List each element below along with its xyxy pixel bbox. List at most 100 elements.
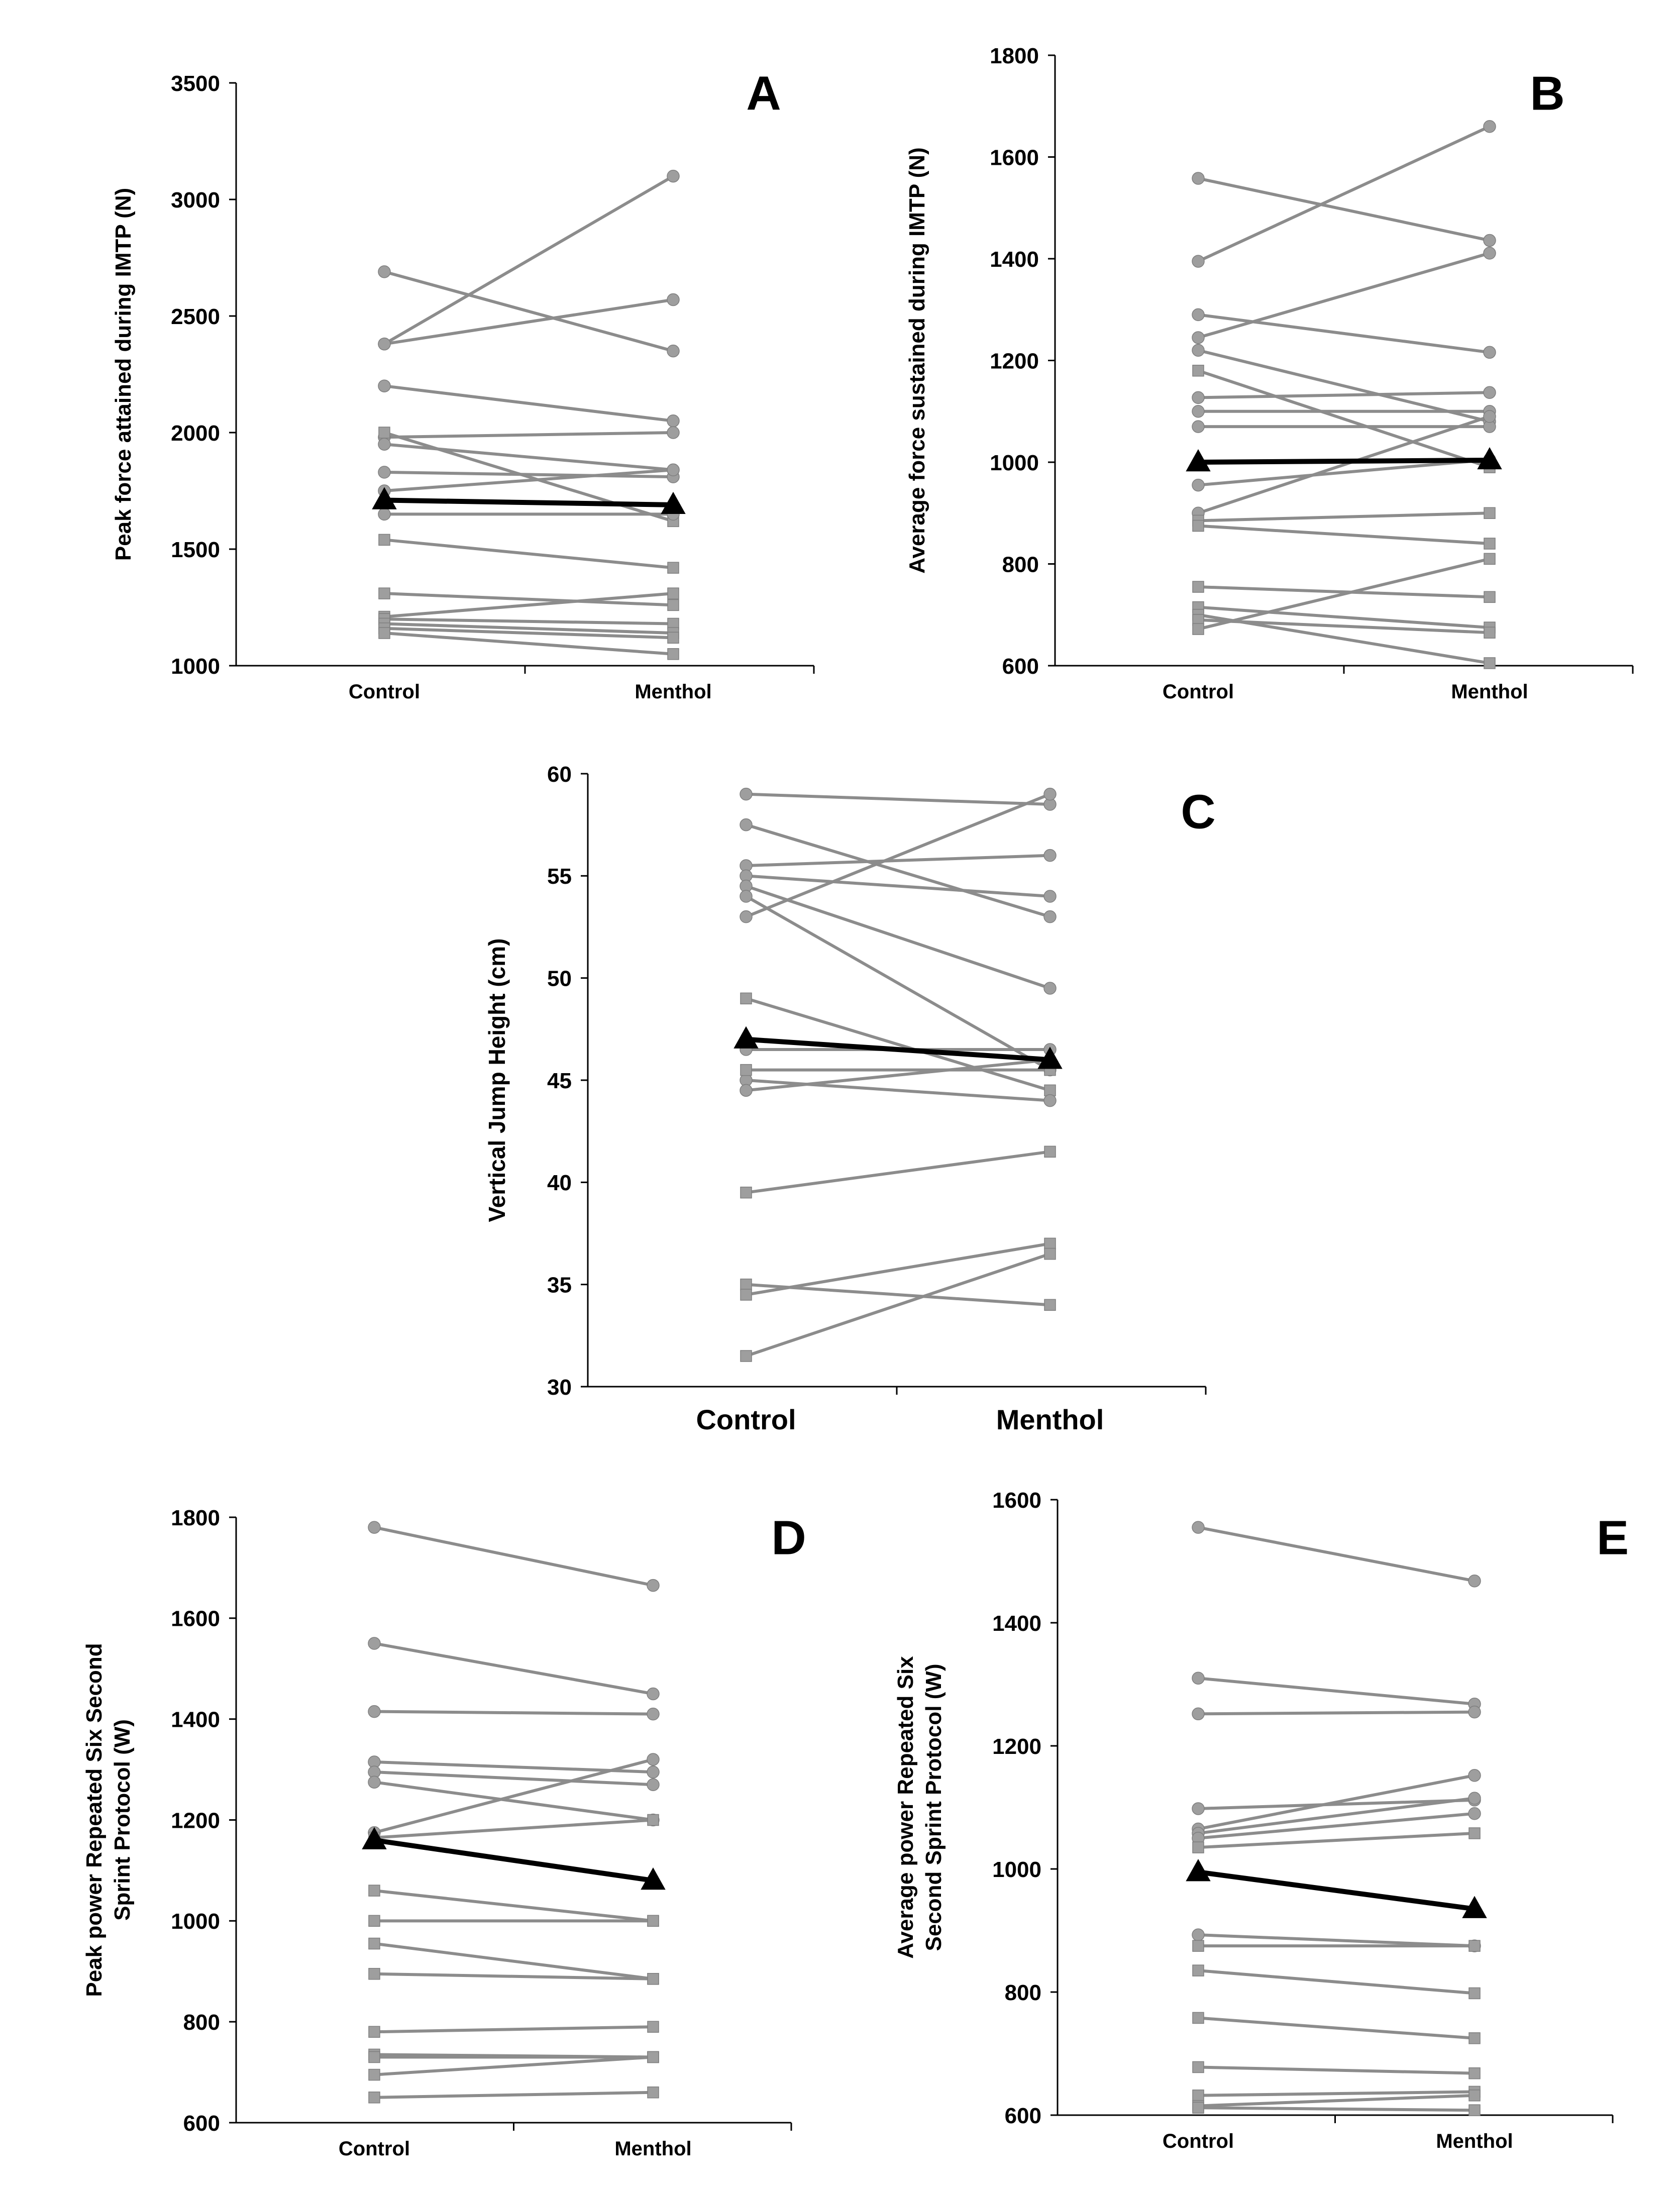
y-axis-title-c: Vertical Jump Height (cm) xyxy=(484,938,510,1222)
data-point-d xyxy=(368,1885,380,1897)
data-point-e xyxy=(1468,2104,1481,2116)
data-point-c xyxy=(1043,890,1057,903)
subject-line-c xyxy=(745,792,1051,918)
x-category-label-c: Control xyxy=(696,1404,796,1435)
data-point-b xyxy=(1192,623,1204,635)
subject-line-e xyxy=(1198,2065,1475,2075)
data-point-b xyxy=(1192,519,1204,532)
data-point-e xyxy=(1468,2032,1481,2044)
subject-line-d xyxy=(374,2025,654,2034)
subject-line-e xyxy=(1198,1710,1475,1716)
x-category-label-d: Menthol xyxy=(614,2138,691,2160)
subject-line-d xyxy=(374,1642,654,1696)
data-point-b xyxy=(1192,172,1205,185)
subject-line-a xyxy=(384,468,674,492)
subject-line-d xyxy=(374,1942,654,1980)
subject-line-a xyxy=(384,632,674,656)
data-point-e xyxy=(1468,1792,1481,1805)
data-point-a xyxy=(667,169,680,183)
data-point-b xyxy=(1483,346,1496,359)
y-tick-label-c: 55 xyxy=(547,864,572,889)
data-point-d xyxy=(647,1915,659,1927)
subject-line-b xyxy=(1198,251,1490,339)
subject-line-b xyxy=(1197,125,1491,263)
y-tick-label-b: 600 xyxy=(1002,654,1039,679)
x-category-label-b: Control xyxy=(1163,681,1234,703)
subject-line-c xyxy=(746,792,1051,806)
data-point-e xyxy=(1192,1672,1205,1685)
y-tick-label-a: 3000 xyxy=(171,188,220,213)
data-point-c xyxy=(1044,1145,1056,1158)
data-point-b xyxy=(1483,234,1496,247)
subject-line-a xyxy=(384,622,674,635)
y-tick-label-d: 600 xyxy=(183,2111,220,2136)
data-point-d xyxy=(368,2092,380,2104)
y-tick-label-b: 1200 xyxy=(990,349,1039,373)
y-tick-label-b: 1600 xyxy=(990,145,1039,170)
y-tick-label-c: 40 xyxy=(547,1171,572,1195)
data-point-a xyxy=(378,438,391,451)
data-point-b xyxy=(1192,344,1205,357)
panel-letter-d: D xyxy=(771,1511,806,1565)
subject-line-b xyxy=(1198,511,1490,523)
subject-line-c xyxy=(746,1150,1051,1194)
mean-line-c xyxy=(746,1036,1051,1063)
data-point-d xyxy=(647,1765,660,1779)
y-tick-label-d: 800 xyxy=(183,2010,220,2035)
y-tick-label-d: 1200 xyxy=(171,1808,220,1833)
data-point-d xyxy=(368,2026,380,2038)
subject-line-a xyxy=(384,627,674,640)
y-tick-label-e: 1000 xyxy=(992,1857,1041,1882)
y-tick-label-c: 30 xyxy=(547,1375,572,1400)
mean-line-b xyxy=(1198,457,1490,465)
data-point-d xyxy=(368,1705,381,1718)
data-point-c xyxy=(740,787,753,801)
x-category-label-d: Control xyxy=(339,2138,410,2160)
subject-line-d xyxy=(374,1758,654,1834)
y-tick-label-b: 800 xyxy=(1002,552,1039,577)
data-point-b xyxy=(1192,420,1205,433)
data-point-a xyxy=(378,534,390,546)
subject-line-c xyxy=(745,895,1051,1072)
y-tick-label-c: 45 xyxy=(547,1069,572,1093)
subject-line-b xyxy=(1198,458,1490,487)
data-point-d xyxy=(647,1973,659,1985)
y-tick-label-b: 1000 xyxy=(990,451,1039,475)
data-point-b xyxy=(1484,507,1496,519)
data-point-b xyxy=(1192,365,1204,377)
data-point-c xyxy=(740,910,753,923)
subject-line-c xyxy=(746,854,1051,867)
data-point-a xyxy=(667,599,679,611)
data-point-b xyxy=(1483,410,1496,423)
subject-line-a xyxy=(384,617,674,625)
data-point-d xyxy=(647,1579,660,1592)
data-point-a xyxy=(667,587,679,599)
subject-line-b xyxy=(1198,415,1490,515)
subject-line-e xyxy=(1198,1797,1475,1835)
data-point-e xyxy=(1468,1705,1481,1719)
data-point-a xyxy=(378,627,390,639)
data-point-b xyxy=(1484,591,1496,603)
y-tick-label-e: 1600 xyxy=(992,1488,1041,1513)
data-point-e xyxy=(1468,1940,1481,1952)
data-point-e xyxy=(1192,2061,1204,2073)
y-tick-label-d: 1800 xyxy=(171,1506,220,1530)
subject-line-b xyxy=(1198,177,1490,242)
data-point-e xyxy=(1192,1521,1205,1534)
data-point-c xyxy=(740,1186,752,1199)
data-point-a xyxy=(378,587,390,599)
x-category-label-a: Menthol xyxy=(635,681,711,703)
mean-point-e xyxy=(1186,1859,1211,1882)
subject-line-e xyxy=(1198,1812,1475,1840)
data-point-a xyxy=(378,337,391,351)
data-point-d xyxy=(647,1687,660,1701)
subject-line-e xyxy=(1198,1831,1475,1849)
data-point-c xyxy=(740,992,752,1005)
y-tick-label-d: 1600 xyxy=(171,1607,220,1631)
x-category-label-a: Control xyxy=(349,681,420,703)
data-point-b xyxy=(1192,255,1205,268)
data-point-e xyxy=(1192,1802,1205,1815)
subject-line-c xyxy=(746,1079,1051,1102)
subject-line-a xyxy=(384,470,674,479)
